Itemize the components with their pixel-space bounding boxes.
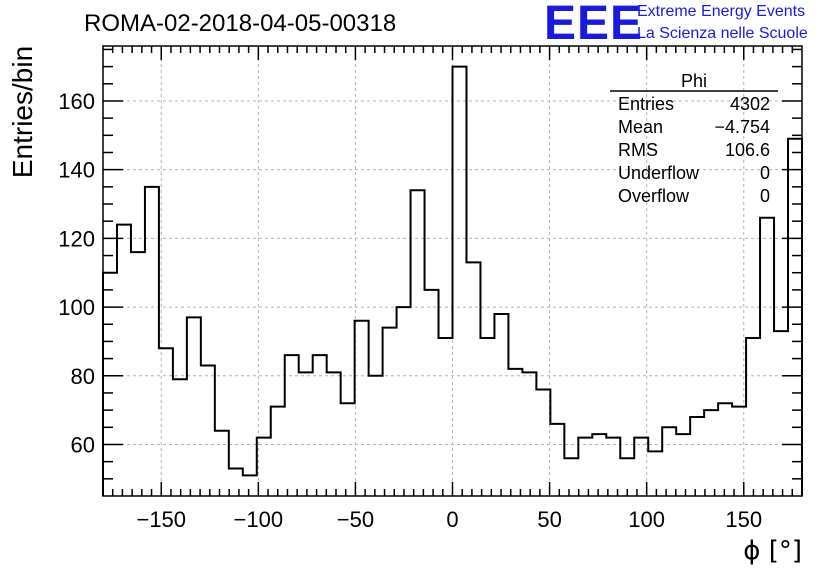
x-tick-label: 150: [725, 507, 762, 532]
y-tick-label: 60: [71, 432, 95, 457]
y-axis-label: Entries/bin: [7, 46, 38, 178]
stats-title: Phi: [681, 71, 707, 91]
stats-value: 106.6: [725, 140, 770, 160]
y-tick-label: 160: [58, 89, 95, 114]
y-tick-label: 120: [58, 226, 95, 251]
x-tick-label: −150: [136, 507, 186, 532]
x-tick-label: 50: [537, 507, 561, 532]
stats-label: RMS: [618, 140, 658, 160]
x-axis-label: ϕ [°]: [743, 536, 802, 566]
stats-box: Phi Entries 4302 Mean −4.754 RMS 106.6 Underfl…: [610, 71, 778, 206]
x-tick-label: −100: [234, 507, 284, 532]
stats-value: −4.754: [714, 117, 770, 137]
stats-label: Overflow: [618, 186, 690, 206]
eee-logo: EEE: [544, 0, 644, 50]
x-tick-label: 100: [628, 507, 665, 532]
logo-tagline-1: Extreme Energy Events: [637, 3, 806, 20]
stats-label: Mean: [618, 117, 663, 137]
stats-value: 4302: [730, 94, 770, 114]
logo-tagline-2: La Scienza nelle Scuole: [637, 25, 808, 42]
stats-value: 0: [760, 186, 770, 206]
x-tick-label: 0: [446, 507, 458, 532]
y-tick-label: 140: [58, 158, 95, 183]
axis-ticks: [103, 46, 802, 496]
stats-label: Entries: [618, 94, 674, 114]
histogram-series: [102, 65, 803, 496]
x-tick-label: −50: [337, 507, 374, 532]
axis-tick-labels: −150 −100 −50 0 50 100 150 60 80 100 120 140 160: [58, 89, 762, 532]
stats-value: 0: [760, 163, 770, 183]
y-tick-label: 100: [58, 295, 95, 320]
stats-label: Underflow: [618, 163, 700, 183]
chart-title: ROMA-02-2018-04-05-00318: [84, 10, 397, 37]
y-tick-label: 80: [71, 364, 95, 389]
